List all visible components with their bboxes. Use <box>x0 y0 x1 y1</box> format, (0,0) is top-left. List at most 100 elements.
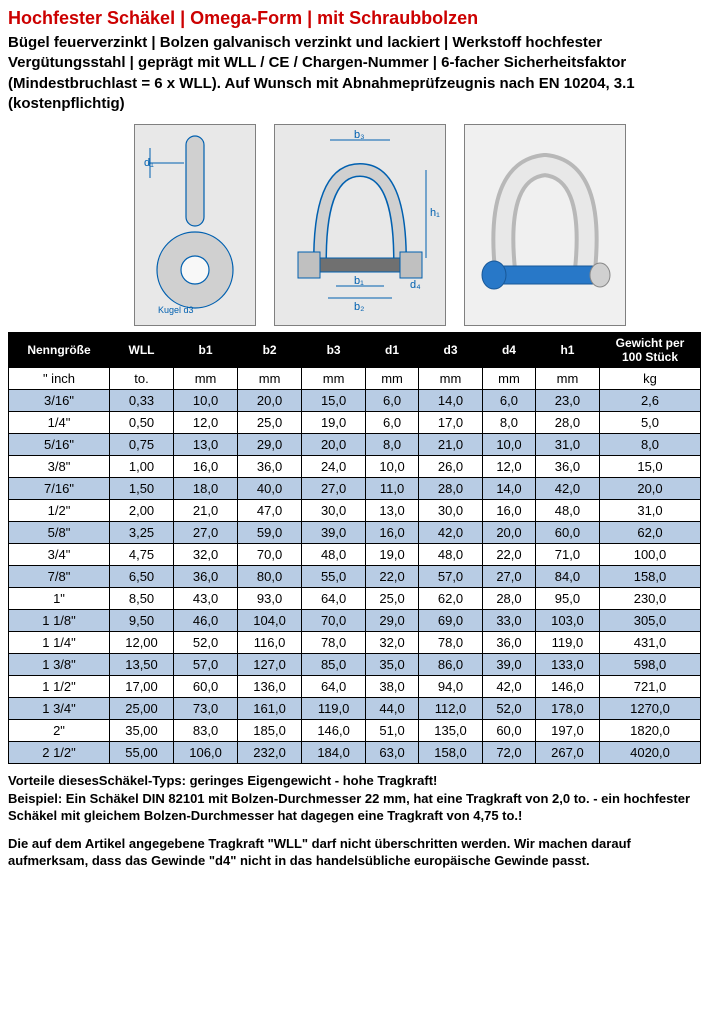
data-cell: 12,0 <box>483 456 536 478</box>
data-cell: 25,00 <box>110 698 174 720</box>
data-cell: 8,0 <box>366 434 419 456</box>
data-cell: 3/16" <box>9 390 110 412</box>
data-cell: 93,0 <box>238 588 302 610</box>
unit-cell: mm <box>302 368 366 390</box>
data-cell: 31,0 <box>535 434 599 456</box>
data-cell: 0,33 <box>110 390 174 412</box>
data-cell: 20,0 <box>302 434 366 456</box>
data-cell: 13,50 <box>110 654 174 676</box>
data-cell: 29,0 <box>366 610 419 632</box>
data-cell: 2,00 <box>110 500 174 522</box>
data-cell: 43,0 <box>174 588 238 610</box>
data-cell: 80,0 <box>238 566 302 588</box>
unit-cell: mm <box>419 368 483 390</box>
data-cell: 27,0 <box>483 566 536 588</box>
data-cell: 52,0 <box>174 632 238 654</box>
data-cell: 13,0 <box>174 434 238 456</box>
table-row: 1 1/8"9,5046,0104,070,029,069,033,0103,0… <box>9 610 701 632</box>
col-header: Gewicht per100 Stück <box>600 333 701 368</box>
data-cell: 20,0 <box>483 522 536 544</box>
data-cell: 8,0 <box>483 412 536 434</box>
table-row: 5/16"0,7513,029,020,08,021,010,031,08,0 <box>9 434 701 456</box>
unit-cell: mm <box>366 368 419 390</box>
data-cell: 11,0 <box>366 478 419 500</box>
data-cell: 55,0 <box>302 566 366 588</box>
data-cell: 6,0 <box>483 390 536 412</box>
table-row: 1 1/2"17,0060,0136,064,038,094,042,0146,… <box>9 676 701 698</box>
data-cell: 6,0 <box>366 390 419 412</box>
data-cell: 25,0 <box>366 588 419 610</box>
data-cell: 29,0 <box>238 434 302 456</box>
data-cell: 1 1/2" <box>9 676 110 698</box>
data-cell: 48,0 <box>419 544 483 566</box>
data-cell: 197,0 <box>535 720 599 742</box>
data-cell: 35,0 <box>366 654 419 676</box>
data-cell: 100,0 <box>600 544 701 566</box>
data-cell: 70,0 <box>238 544 302 566</box>
data-cell: 13,0 <box>366 500 419 522</box>
page-title: Hochfester Schäkel | Omega-Form | mit Sc… <box>8 8 701 29</box>
data-cell: 3/4" <box>9 544 110 566</box>
data-cell: 3/8" <box>9 456 110 478</box>
data-cell: 48,0 <box>302 544 366 566</box>
data-cell: 38,0 <box>366 676 419 698</box>
data-cell: 16,0 <box>366 522 419 544</box>
data-cell: 0,75 <box>110 434 174 456</box>
data-cell: 267,0 <box>535 742 599 764</box>
data-cell: 27,0 <box>302 478 366 500</box>
data-cell: 83,0 <box>174 720 238 742</box>
unit-cell: mm <box>238 368 302 390</box>
table-header: NenngrößeWLLb1b2b3d1d3d4h1Gewicht per100… <box>9 333 701 368</box>
data-cell: 2,6 <box>600 390 701 412</box>
svg-text:b₁: b₁ <box>354 275 364 287</box>
data-cell: 133,0 <box>535 654 599 676</box>
data-cell: 32,0 <box>366 632 419 654</box>
data-cell: 0,50 <box>110 412 174 434</box>
data-cell: 230,0 <box>600 588 701 610</box>
data-cell: 44,0 <box>366 698 419 720</box>
data-cell: 36,0 <box>174 566 238 588</box>
data-cell: 2" <box>9 720 110 742</box>
col-header: Nenngröße <box>9 333 110 368</box>
data-cell: 20,0 <box>600 478 701 500</box>
data-cell: 78,0 <box>419 632 483 654</box>
data-cell: 6,0 <box>366 412 419 434</box>
data-cell: 84,0 <box>535 566 599 588</box>
table-row: 1"8,5043,093,064,025,062,028,095,0230,0 <box>9 588 701 610</box>
data-cell: 21,0 <box>419 434 483 456</box>
data-cell: 185,0 <box>238 720 302 742</box>
unit-cell: to. <box>110 368 174 390</box>
data-cell: 55,00 <box>110 742 174 764</box>
col-header: d3 <box>419 333 483 368</box>
data-cell: 4020,0 <box>600 742 701 764</box>
data-cell: 71,0 <box>535 544 599 566</box>
data-cell: 18,0 <box>174 478 238 500</box>
data-cell: 62,0 <box>600 522 701 544</box>
data-cell: 103,0 <box>535 610 599 632</box>
unit-cell: kg <box>600 368 701 390</box>
unit-cell: mm <box>174 368 238 390</box>
data-cell: 1/4" <box>9 412 110 434</box>
data-cell: 22,0 <box>366 566 419 588</box>
unit-row: " inchto.mmmmmmmmmmmmmmkg <box>9 368 701 390</box>
data-cell: 10,0 <box>366 456 419 478</box>
data-cell: 12,00 <box>110 632 174 654</box>
data-cell: 57,0 <box>419 566 483 588</box>
data-cell: 431,0 <box>600 632 701 654</box>
data-cell: 86,0 <box>419 654 483 676</box>
data-cell: 31,0 <box>600 500 701 522</box>
spec-table: NenngrößeWLLb1b2b3d1d3d4h1Gewicht per100… <box>8 332 701 764</box>
data-cell: 146,0 <box>302 720 366 742</box>
data-cell: 23,0 <box>535 390 599 412</box>
data-cell: 184,0 <box>302 742 366 764</box>
data-cell: 28,0 <box>535 412 599 434</box>
data-cell: 46,0 <box>174 610 238 632</box>
data-cell: 24,0 <box>302 456 366 478</box>
diagram-area: d₁ Kugel d3 b₃ b₂ b₁ h₁ d₄ <box>8 124 701 326</box>
data-cell: 7/16" <box>9 478 110 500</box>
data-cell: 21,0 <box>174 500 238 522</box>
footer-p3: Die auf dem Artikel angegebene Tragkraft… <box>8 835 701 870</box>
col-header: d1 <box>366 333 419 368</box>
data-cell: 51,0 <box>366 720 419 742</box>
data-cell: 14,0 <box>483 478 536 500</box>
